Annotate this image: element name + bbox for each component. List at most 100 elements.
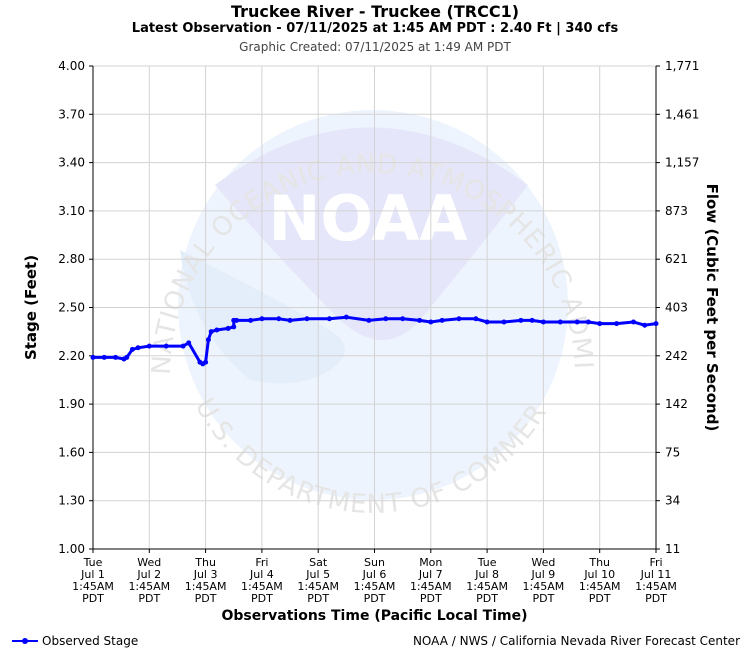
- data-point: [484, 319, 490, 325]
- data-point: [208, 329, 214, 335]
- data-point: [90, 354, 96, 360]
- x-tick-label-line: Sun: [364, 556, 385, 569]
- data-point: [614, 321, 620, 327]
- legend-label: Observed Stage: [42, 634, 139, 648]
- x-tick-label-line: PDT: [532, 592, 554, 605]
- data-point: [163, 343, 169, 349]
- y2-tick-label: 75: [665, 445, 680, 459]
- y-tick-label: 1.60: [58, 445, 85, 459]
- y-axis-label: Stage (Feet): [22, 255, 40, 360]
- data-point: [456, 316, 462, 322]
- x-tick-label-line: Jul 9: [531, 568, 556, 581]
- x-tick-label-line: Wed: [137, 556, 161, 569]
- x-tick-label: Tue Jul 8 1:45AM PDT: [466, 556, 508, 605]
- y2-tick-label: 403: [665, 301, 688, 315]
- data-point: [234, 317, 240, 323]
- x-tick-label-line: 1:45AM: [297, 580, 339, 593]
- x-tick-label-line: 1:45AM: [241, 580, 283, 593]
- x-tick-label-line: PDT: [476, 592, 498, 605]
- data-point: [400, 316, 406, 322]
- x-tick-label-line: 1:45AM: [579, 580, 621, 593]
- data-point: [287, 317, 293, 323]
- y2-tick-label: 1,157: [665, 156, 699, 170]
- data-point: [101, 354, 107, 360]
- data-point: [214, 327, 220, 333]
- data-point: [135, 345, 141, 351]
- x-tick-label: Thu Jul 3 1:45AM PDT: [185, 556, 227, 605]
- data-point: [473, 316, 479, 322]
- x-tick-label-line: Fri: [255, 556, 268, 569]
- data-point: [630, 319, 636, 325]
- y2-tick-label: 1,461: [665, 107, 699, 121]
- y-tick-label: 1.00: [58, 542, 85, 556]
- data-point: [129, 346, 135, 352]
- y2-axis-label: Flow (Cubic Feet per Second): [703, 184, 721, 432]
- axes: 1.00 11 1.30 34 1.60 75 1.90 142 2.20 242 2.50 403 2…: [58, 59, 699, 605]
- y2-tick-label: 242: [665, 349, 688, 363]
- x-tick-label: Thu Jul 10 1:45AM PDT: [579, 556, 621, 605]
- x-tick-label-line: PDT: [645, 592, 667, 605]
- x-tick-label-line: Jul 2: [136, 568, 161, 581]
- data-point: [124, 354, 130, 360]
- graphic-created-label: Graphic Created: 07/11/2025 at 1:49 AM P…: [239, 40, 511, 54]
- data-point: [585, 319, 591, 325]
- x-tick-label-line: PDT: [195, 592, 217, 605]
- x-tick-label-line: 1:45AM: [185, 580, 227, 593]
- data-point: [439, 317, 445, 323]
- x-tick-label-line: 1:45AM: [635, 580, 677, 593]
- x-tick-label-line: Sat: [309, 556, 328, 569]
- data-point: [343, 314, 349, 320]
- data-point: [326, 316, 332, 322]
- x-tick-label-line: PDT: [364, 592, 386, 605]
- data-point: [248, 317, 254, 323]
- x-tick-label-line: Jul 3: [193, 568, 218, 581]
- data-point: [428, 319, 434, 325]
- x-tick-label-line: 1:45AM: [523, 580, 565, 593]
- x-tick-label: Sun Jul 6 1:45AM PDT: [354, 556, 396, 605]
- y-tick-label: 2.50: [58, 301, 85, 315]
- chart-title: Truckee River - Truckee (TRCC1): [230, 2, 520, 21]
- x-tick-label-line: Tue: [477, 556, 497, 569]
- x-tick-label-line: Jul 11: [640, 568, 672, 581]
- x-tick-label-line: PDT: [82, 592, 104, 605]
- x-tick-label-line: PDT: [589, 592, 611, 605]
- data-point: [540, 319, 546, 325]
- x-tick-label-line: 1:45AM: [128, 580, 170, 593]
- x-axis-label: Observations Time (Pacific Local Time): [222, 608, 528, 624]
- x-tick-label-line: Thu: [194, 556, 216, 569]
- data-point: [417, 317, 423, 323]
- hydrograph-chart: NOAA NATIONAL OCEANIC AND ATMOSPHERIC AD…: [0, 0, 721, 624]
- data-point: [383, 316, 389, 322]
- data-point: [518, 317, 524, 323]
- x-tick-label: Mon Jul 7 1:45AM PDT: [410, 556, 452, 605]
- y2-tick-label: 11: [665, 542, 680, 556]
- x-tick-label-line: Thu: [588, 556, 610, 569]
- noaa-logo-text: NOAA: [269, 182, 468, 255]
- data-point: [146, 343, 152, 349]
- data-point: [180, 343, 186, 349]
- grid-lines: [92, 65, 657, 550]
- data-point: [231, 324, 237, 330]
- y-tick-label: 2.20: [58, 349, 85, 363]
- x-tick-label-line: Jul 7: [418, 568, 443, 581]
- data-point: [113, 354, 119, 360]
- credit-label: NOAA / NWS / California Nevada River For…: [412, 634, 740, 648]
- legend: Observed Stage: [12, 634, 138, 648]
- data-point: [186, 340, 192, 346]
- x-tick-label: Fri Jul 4 1:45AM PDT: [241, 556, 283, 605]
- x-tick-label-line: Jul 1: [80, 568, 105, 581]
- data-point: [642, 322, 648, 328]
- x-tick-label: Wed Jul 2 1:45AM PDT: [128, 556, 170, 605]
- y-tick-label: 4.00: [58, 59, 85, 73]
- x-tick-label: Fri Jul 11 1:45AM PDT: [635, 556, 677, 605]
- data-point: [653, 321, 659, 327]
- data-point: [366, 317, 372, 323]
- y2-tick-label: 1,771: [665, 59, 699, 73]
- series-layer: [90, 314, 659, 367]
- data-point: [597, 321, 603, 327]
- x-tick-label: Wed Jul 9 1:45AM PDT: [523, 556, 565, 605]
- data-point: [501, 319, 507, 325]
- data-point: [203, 359, 209, 365]
- x-tick-label-line: Mon: [419, 556, 442, 569]
- y-tick-label: 3.70: [58, 107, 85, 121]
